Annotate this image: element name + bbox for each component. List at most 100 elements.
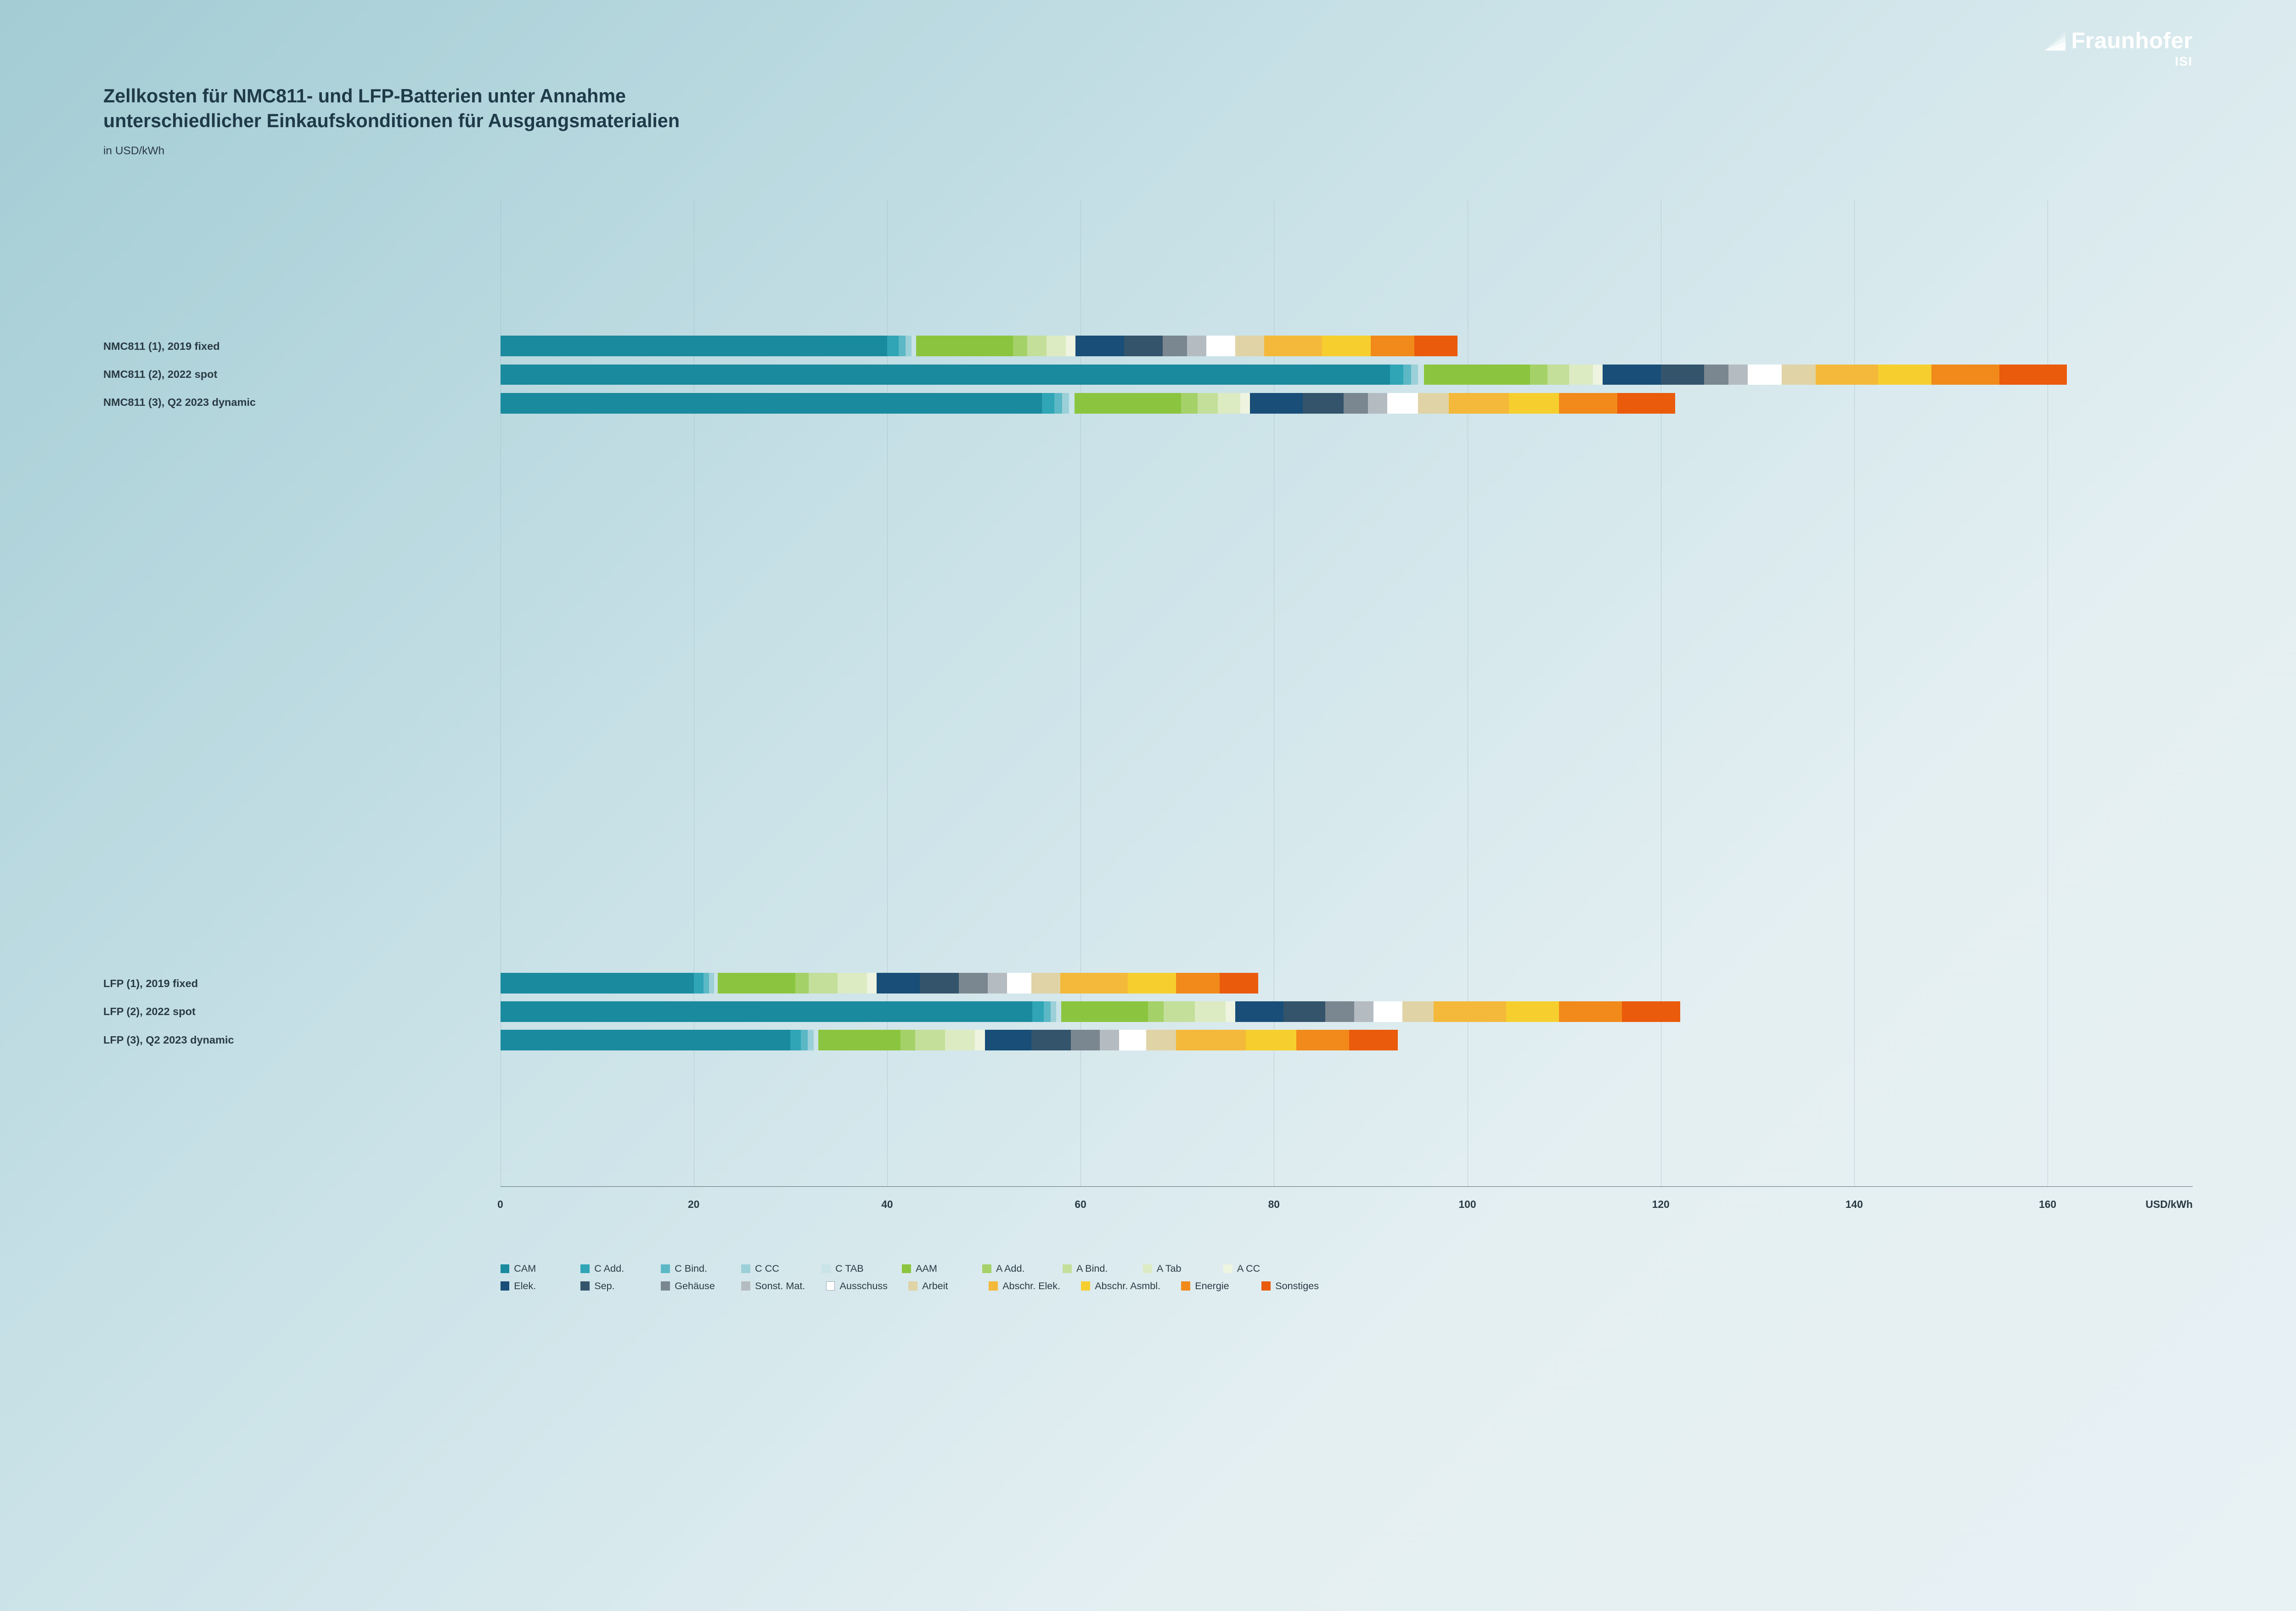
bar-row (501, 997, 2193, 1026)
legend-label: A CC (1237, 1263, 1260, 1274)
bar-segment-c_cc (709, 973, 714, 994)
bar-segment-arbeit (1782, 365, 1816, 385)
legend-swatch (982, 1264, 991, 1273)
bar-segment-sonstiges (1349, 1030, 1397, 1050)
bar-segment-ausschuss (1373, 1001, 1402, 1022)
legend-swatch (501, 1281, 509, 1290)
bar-segment-energie (1296, 1030, 1350, 1050)
legend-swatch (741, 1264, 750, 1273)
chart-title-line2: unterschiedlicher Einkaufskonditionen fü… (103, 110, 680, 131)
legend-swatch (902, 1264, 911, 1273)
legend-item: Abschr. Elek. (989, 1280, 1060, 1292)
bar-segment-gehaeuse (959, 973, 988, 994)
brand-logo: Fraunhofer ISI (2044, 29, 2193, 68)
legend-swatch (826, 1281, 835, 1290)
bar-segment-abschr_asmbl (1128, 973, 1176, 994)
bar-segment-c_bind (899, 336, 906, 356)
bar-segment-sonstiges (1999, 365, 2067, 385)
bar-row (501, 360, 2193, 389)
chart-subtitle: in USD/kWh (103, 145, 2193, 157)
stacked-bar (501, 973, 2193, 994)
x-tick-label: 140 (1846, 1198, 1863, 1211)
bar-segment-sep (1303, 393, 1343, 414)
bar-segment-abschr_asmbl (1878, 365, 1931, 385)
bar-segment-cam (501, 393, 1042, 414)
category-label: NMC811 (1), 2019 fixed (103, 332, 501, 360)
legend-label: A Add. (996, 1263, 1024, 1274)
bar-segment-cam (501, 1030, 791, 1050)
bar-segment-ausschuss (1387, 393, 1418, 414)
bar-segment-a_add (1148, 1001, 1164, 1022)
bar-segment-a_tab (1195, 1001, 1226, 1022)
legend-label: C Add. (594, 1263, 624, 1274)
bar-segment-c_tab (1069, 393, 1075, 414)
bar-segment-aam (718, 973, 795, 994)
bar-segment-ausschuss (1206, 336, 1235, 356)
bar-segment-c_add (790, 1030, 801, 1050)
bar-segment-sonstiges (1414, 336, 1458, 356)
bar-segment-c_tab (714, 973, 718, 994)
bar-segment-a_bind (1164, 1001, 1194, 1022)
bar-segment-arbeit (1031, 973, 1060, 994)
bar-segment-a_bind (1027, 336, 1047, 356)
bar-segment-a_add (1181, 393, 1198, 414)
bar-segment-sep (1283, 1001, 1325, 1022)
bar-segment-gehaeuse (1344, 393, 1368, 414)
bar-segment-aam (1075, 393, 1181, 414)
legend-item: C Add. (580, 1263, 640, 1274)
bar-segment-c_tab (814, 1030, 819, 1050)
category-label: LFP (1), 2019 fixed (103, 970, 501, 998)
bar-segment-c_add (1390, 365, 1403, 385)
bar-row (501, 331, 2193, 360)
bar-segment-arbeit (1235, 336, 1264, 356)
legend-label: Arbeit (922, 1280, 948, 1292)
bar-segment-gehaeuse (1704, 365, 1728, 385)
legend-item: C CC (741, 1263, 801, 1274)
bar-segment-c_tab (912, 336, 917, 356)
bar-segment-sonstiges (1622, 1001, 1680, 1022)
legend-label: Sep. (594, 1280, 614, 1292)
x-tick-label: 0 (497, 1198, 503, 1211)
bar-segment-ausschuss (1119, 1030, 1146, 1050)
x-tick-label: 60 (1075, 1198, 1086, 1211)
bar-segment-ausschuss (1007, 973, 1031, 994)
bar-segment-sep (920, 973, 958, 994)
bar-segment-c_cc (906, 336, 912, 356)
legend-row: Elek.Sep.GehäuseSonst. Mat.AusschussArbe… (501, 1280, 2193, 1292)
bar-row (501, 969, 2193, 997)
bar-segment-abschr_elek (1816, 365, 1879, 385)
legend-label: A Bind. (1076, 1263, 1108, 1274)
x-axis-unit-label: USD/kWh (2145, 1198, 2193, 1211)
legend-item: Ausschuss (826, 1280, 888, 1292)
bar-segment-abschr_elek (1449, 393, 1509, 414)
legend-swatch (989, 1281, 997, 1290)
bar-segment-energie (1931, 365, 1999, 385)
bar-segment-sonst_mat (1187, 336, 1206, 356)
legend-item: A Bind. (1063, 1263, 1122, 1274)
bar-segment-a_cc (1226, 1001, 1235, 1022)
legend-label: Elek. (514, 1280, 536, 1292)
bar-segment-energie (1371, 336, 1414, 356)
bar-row (501, 1026, 2193, 1055)
bar-segment-c_add (887, 336, 899, 356)
bar-segment-energie (1176, 973, 1220, 994)
bar-segment-abschr_asmbl (1322, 336, 1370, 356)
stacked-bar (501, 1030, 2193, 1050)
legend-item: Sonst. Mat. (741, 1280, 805, 1292)
legend-label: AAM (916, 1263, 937, 1274)
bar-segment-c_add (1042, 393, 1054, 414)
chart-title: Zellkosten für NMC811- und LFP-Batterien… (103, 84, 1253, 134)
x-tick-label: 20 (688, 1198, 699, 1211)
brand-wordmark: Fraunhofer (2071, 29, 2193, 52)
bar-row (501, 389, 2193, 417)
legend-row: CAMC Add.C Bind.C CCC TABAAMA Add.A Bind… (501, 1263, 2193, 1274)
bar-segment-a_cc (1066, 336, 1075, 356)
stacked-bar (501, 365, 2193, 385)
legend-swatch (580, 1281, 589, 1290)
bar-segment-a_add (795, 973, 809, 994)
bar-segment-elek (1075, 336, 1124, 356)
x-tick-label: 100 (1458, 1198, 1476, 1211)
bar-segment-cam (501, 336, 887, 356)
legend-swatch (661, 1264, 670, 1273)
legend-swatch (1223, 1264, 1232, 1273)
